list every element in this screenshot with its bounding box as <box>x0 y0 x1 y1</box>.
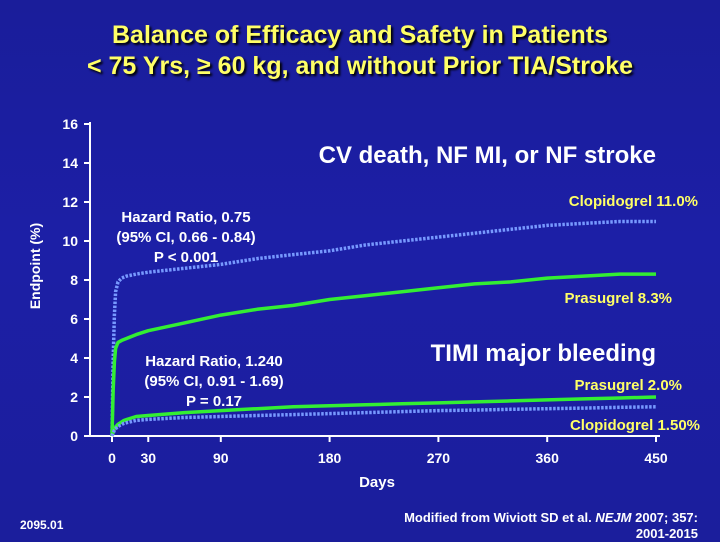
series-line-clopidogrel-efficacy <box>110 219 656 437</box>
legend-clopidogrel-efficacy: Clopidogrel 11.0% <box>569 193 698 210</box>
legend-prasugrel-efficacy: Prasugrel 8.3% <box>564 290 672 307</box>
x-tick-label: 30 <box>140 450 156 466</box>
citation-line-2: 2001-2015 <box>635 526 698 541</box>
panel-label-efficacy: CV death, NF MI, or NF stroke <box>319 142 656 169</box>
citation-suffix: 2007; 357: <box>631 510 698 525</box>
citation-prefix: Modified from Wiviott SD et al. <box>404 510 596 525</box>
title-line-2: < 75 Yrs, ≥ 60 kg, and without Prior TIA… <box>86 52 634 80</box>
series-line-clopidogrel-bleeding <box>110 405 657 437</box>
panel-label-bleeding: TIMI major bleeding <box>431 340 656 367</box>
citation-journal: NEJM <box>595 510 632 525</box>
x-tick-label: 270 <box>427 450 451 466</box>
y-tick-label: 16 <box>62 116 78 132</box>
y-tick-label: 8 <box>70 272 78 288</box>
series-line-prasugrel-efficacy <box>110 272 656 437</box>
annotation-bleeding-line: Hazard Ratio, 1.240 <box>145 353 283 370</box>
y-tick-label: 4 <box>70 350 78 366</box>
annotation-efficacy-line: (95% CI, 0.66 - 0.84) <box>116 229 255 246</box>
legend-clopidogrel-bleeding: Clopidogrel 1.50% <box>570 417 700 434</box>
y-tick-label: 12 <box>62 194 78 210</box>
x-tick-label: 360 <box>536 450 560 466</box>
legend-prasugrel-bleeding: Prasugrel 2.0% <box>574 377 682 394</box>
citation: Modified from Wiviott SD et al. NEJM 200… <box>368 510 698 542</box>
x-tick-label: 0 <box>108 450 116 466</box>
slide-title: Balance of Efficacy and Safety in Patien… <box>20 20 700 82</box>
x-tick-label: 450 <box>644 450 668 466</box>
slide-code: 2095.01 <box>20 518 64 532</box>
annotation-efficacy-line: Hazard Ratio, 0.75 <box>121 209 250 226</box>
title-line-1: Balance of Efficacy and Safety in Patien… <box>112 21 608 49</box>
y-tick-label: 14 <box>62 155 78 171</box>
series-line-prasugrel-bleeding <box>110 395 657 437</box>
x-tick-label: 180 <box>318 450 342 466</box>
y-tick-label: 0 <box>70 428 78 444</box>
annotation-bleeding-line: (95% CI, 0.91 - 1.69) <box>144 373 283 390</box>
y-tick-label: 6 <box>70 311 78 327</box>
x-tick-label: 90 <box>213 450 229 466</box>
annotation-efficacy-line: P < 0.001 <box>154 249 218 266</box>
x-axis-label: Days <box>359 474 395 491</box>
y-tick-label: 2 <box>70 389 78 405</box>
y-axis-label: Endpoint (%) <box>27 223 43 309</box>
y-tick-label: 10 <box>62 233 78 249</box>
annotation-bleeding-line: P = 0.17 <box>186 393 242 410</box>
